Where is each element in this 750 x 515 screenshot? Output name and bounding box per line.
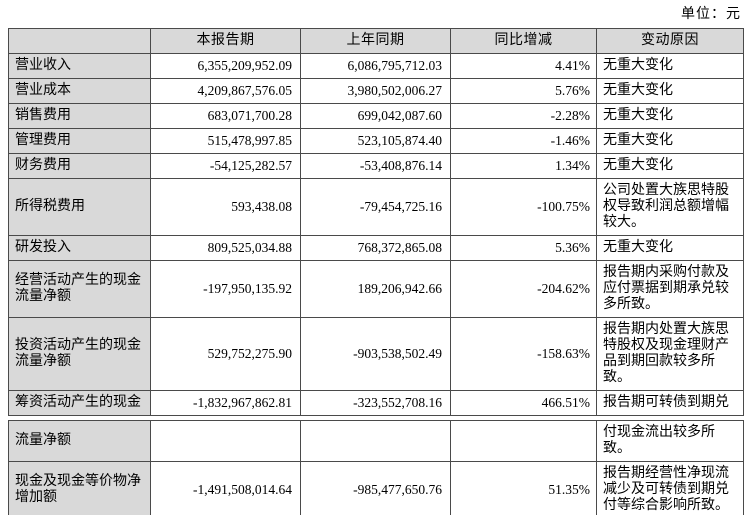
yoy-change-cell: 1.34%: [450, 153, 597, 179]
change-reason-cell: 无重大变化: [596, 128, 744, 154]
table-row: 营业收入 6,355,209,952.09 6,086,795,712.03 4…: [8, 53, 744, 79]
yoy-change-cell: -158.63%: [450, 317, 597, 391]
current-period-cell: -1,491,508,014.64: [150, 461, 301, 515]
row-label-cell: 筹资活动产生的现金: [8, 390, 151, 416]
change-reason-cell: 无重大变化: [596, 103, 744, 129]
yoy-change-cell: 4.41%: [450, 53, 597, 79]
prior-period-cell: -53,408,876.14: [300, 153, 451, 179]
column-header-current-period: 本报告期: [150, 28, 301, 54]
change-reason-cell: 报告期经营性净现流减少及可转债到期兑付等综合影响所致。: [596, 461, 744, 515]
prior-period-cell: 189,206,942.66: [300, 260, 451, 318]
yoy-change-cell: -1.46%: [450, 128, 597, 154]
prior-period-cell: 6,086,795,712.03: [300, 53, 451, 79]
change-reason-cell: 无重大变化: [596, 235, 744, 261]
table-row: 营业成本 4,209,867,576.05 3,980,502,006.27 5…: [8, 78, 744, 104]
table-row: 流量净额 付现金流出较多所致。: [8, 420, 744, 462]
change-reason-cell: 无重大变化: [596, 78, 744, 104]
prior-period-cell: 523,105,874.40: [300, 128, 451, 154]
row-label-cell: 管理费用: [8, 128, 151, 154]
prior-period-cell: [300, 420, 451, 462]
corner-header-cell: [8, 28, 151, 54]
table-row: 投资活动产生的现金流量净额 529,752,275.90 -903,538,50…: [8, 317, 744, 391]
change-reason-cell: 公司处置大族思特股权导致利润总额增幅较大。: [596, 178, 744, 236]
yoy-change-cell: -100.75%: [450, 178, 597, 236]
prior-period-cell: 3,980,502,006.27: [300, 78, 451, 104]
row-label-cell: 投资活动产生的现金流量净额: [8, 317, 151, 391]
change-reason-cell: 报告期内处置大族思特股权及现金理财产品到期回款较多所致。: [596, 317, 744, 391]
current-period-cell: 515,478,997.85: [150, 128, 301, 154]
table-row: 财务费用 -54,125,282.57 -53,408,876.14 1.34%…: [8, 153, 744, 179]
financial-table-part2: 流量净额 付现金流出较多所致。 现金及现金等价物净增加额 -1,491,508,…: [8, 420, 744, 515]
table-row: 现金及现金等价物净增加额 -1,491,508,014.64 -985,477,…: [8, 461, 744, 515]
unit-label: 单位：元: [681, 7, 741, 22]
change-reason-cell: 无重大变化: [596, 153, 744, 179]
column-header-yoy-change: 同比增减: [450, 28, 597, 54]
yoy-change-cell: [450, 420, 597, 462]
row-label-cell: 营业收入: [8, 53, 151, 79]
row-label-cell: 流量净额: [8, 420, 151, 462]
prior-period-cell: 768,372,865.08: [300, 235, 451, 261]
financial-table-part1: 本报告期 上年同期 同比增减 变动原因 营业收入 6,355,209,952.0…: [8, 28, 744, 416]
table-row: 管理费用 515,478,997.85 523,105,874.40 -1.46…: [8, 128, 744, 154]
current-period-cell: 6,355,209,952.09: [150, 53, 301, 79]
change-reason-cell: 报告期内采购付款及应付票据到期承兑较多所致。: [596, 260, 744, 318]
current-period-cell: 809,525,034.88: [150, 235, 301, 261]
row-label-cell: 现金及现金等价物净增加额: [8, 461, 151, 515]
prior-period-cell: -323,552,708.16: [300, 390, 451, 416]
table-row: 研发投入 809,525,034.88 768,372,865.08 5.36%…: [8, 235, 744, 261]
row-label-cell: 财务费用: [8, 153, 151, 179]
change-reason-cell: 付现金流出较多所致。: [596, 420, 744, 462]
table-row: 筹资活动产生的现金 -1,832,967,862.81 -323,552,708…: [8, 390, 744, 416]
yoy-change-cell: 5.76%: [450, 78, 597, 104]
change-reason-cell: 报告期可转债到期兑: [596, 390, 744, 416]
yoy-change-cell: 466.51%: [450, 390, 597, 416]
current-period-cell: [150, 420, 301, 462]
prior-period-cell: -903,538,502.49: [300, 317, 451, 391]
prior-period-cell: -79,454,725.16: [300, 178, 451, 236]
table-header-row: 本报告期 上年同期 同比增减 变动原因: [8, 28, 744, 54]
current-period-cell: 683,071,700.28: [150, 103, 301, 129]
yoy-change-cell: -2.28%: [450, 103, 597, 129]
table-row: 经营活动产生的现金流量净额 -197,950,135.92 189,206,94…: [8, 260, 744, 318]
table-row: 所得税费用 593,438.08 -79,454,725.16 -100.75%…: [8, 178, 744, 236]
row-label-cell: 营业成本: [8, 78, 151, 104]
current-period-cell: -1,832,967,862.81: [150, 390, 301, 416]
current-period-cell: -54,125,282.57: [150, 153, 301, 179]
current-period-cell: 4,209,867,576.05: [150, 78, 301, 104]
yoy-change-cell: -204.62%: [450, 260, 597, 318]
row-label-cell: 研发投入: [8, 235, 151, 261]
yoy-change-cell: 51.35%: [450, 461, 597, 515]
column-header-change-reason: 变动原因: [596, 28, 744, 54]
prior-period-cell: -985,477,650.76: [300, 461, 451, 515]
row-label-cell: 销售费用: [8, 103, 151, 129]
current-period-cell: 593,438.08: [150, 178, 301, 236]
current-period-cell: -197,950,135.92: [150, 260, 301, 318]
prior-period-cell: 699,042,087.60: [300, 103, 451, 129]
row-label-cell: 经营活动产生的现金流量净额: [8, 260, 151, 318]
yoy-change-cell: 5.36%: [450, 235, 597, 261]
current-period-cell: 529,752,275.90: [150, 317, 301, 391]
table-row: 销售费用 683,071,700.28 699,042,087.60 -2.28…: [8, 103, 744, 129]
change-reason-cell: 无重大变化: [596, 53, 744, 79]
row-label-cell: 所得税费用: [8, 178, 151, 236]
column-header-prior-period: 上年同期: [300, 28, 451, 54]
